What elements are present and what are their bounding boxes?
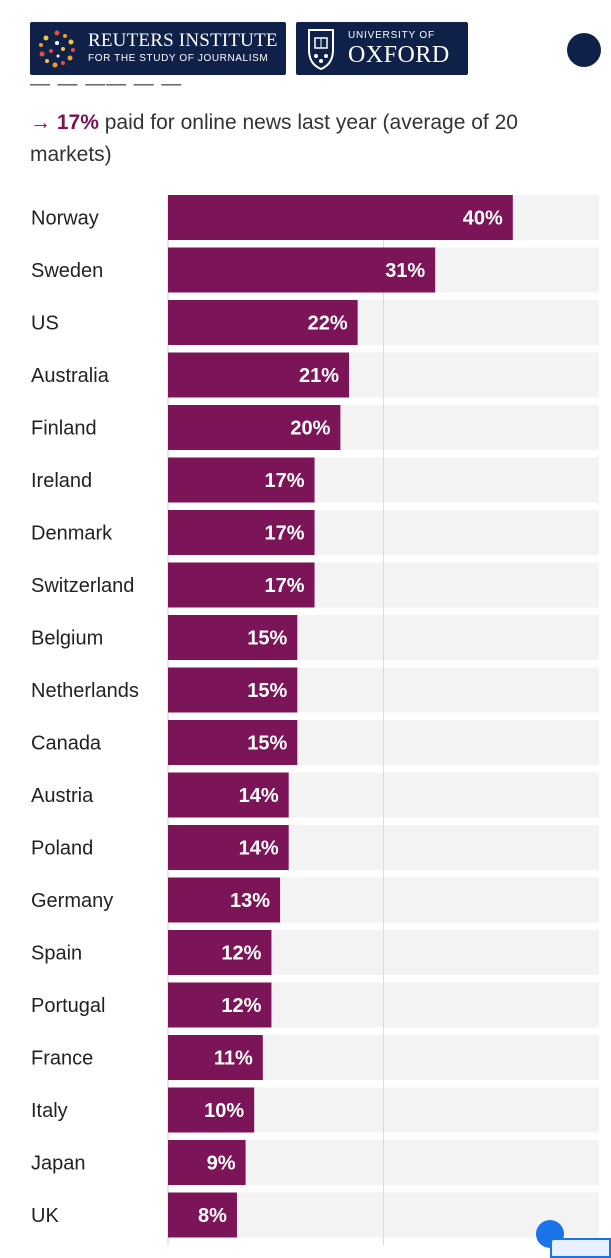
site-header: REUTERS INSTITUTE FOR THE STUDY OF JOURN… bbox=[0, 0, 611, 85]
category-label: Portugal bbox=[31, 995, 106, 1017]
scroll-widget[interactable] bbox=[550, 1238, 611, 1258]
value-label: 15% bbox=[247, 680, 287, 702]
bar bbox=[168, 510, 315, 555]
oxford-logo[interactable]: UNIVERSITY OF OXFORD bbox=[296, 22, 468, 75]
oxford-line2: OXFORD bbox=[348, 42, 450, 68]
category-label: US bbox=[31, 313, 59, 335]
bar bbox=[168, 1035, 263, 1080]
bar bbox=[168, 982, 272, 1028]
value-label: 12% bbox=[221, 995, 261, 1017]
category-label: France bbox=[31, 1048, 93, 1070]
reuters-dots-icon bbox=[39, 30, 75, 68]
category-label: Japan bbox=[31, 1153, 86, 1175]
bar bbox=[168, 772, 289, 818]
bar bbox=[168, 930, 272, 975]
category-label: Poland bbox=[31, 838, 93, 860]
category-label: Spain bbox=[31, 943, 82, 965]
bar-chart-svg: Norway 40% Sweden 31% US 22% Australia 21% Finla… bbox=[31, 195, 599, 1245]
bar bbox=[168, 615, 298, 660]
value-label: 14% bbox=[239, 785, 279, 807]
category-label: Belgium bbox=[31, 628, 103, 650]
value-label: 17% bbox=[265, 523, 305, 545]
arrow-icon: → bbox=[30, 111, 51, 134]
value-label: 31% bbox=[385, 260, 425, 282]
value-label: 13% bbox=[230, 890, 270, 912]
category-label: Switzerland bbox=[31, 575, 134, 597]
category-label: Sweden bbox=[31, 260, 103, 282]
bar bbox=[168, 562, 315, 608]
summary-percent: 17% bbox=[56, 111, 99, 134]
value-label: 20% bbox=[290, 418, 330, 440]
cropped-heading: — — —— — — bbox=[30, 82, 230, 100]
bar bbox=[168, 1192, 237, 1238]
value-label: 9% bbox=[207, 1153, 236, 1175]
category-label: Italy bbox=[31, 1100, 68, 1122]
bar bbox=[168, 405, 341, 450]
bar bbox=[168, 877, 281, 923]
value-label: 15% bbox=[247, 733, 287, 755]
summary-line: → 17% paid for online news last year (av… bbox=[30, 107, 590, 171]
bar bbox=[168, 195, 513, 240]
bar bbox=[168, 825, 289, 870]
cropped-heading-text: — — —— — — bbox=[30, 82, 183, 95]
value-label: 12% bbox=[221, 943, 261, 965]
bar bbox=[168, 457, 315, 503]
category-label: Canada bbox=[31, 733, 102, 755]
value-label: 21% bbox=[299, 365, 339, 387]
oxford-line1: UNIVERSITY OF bbox=[348, 30, 435, 41]
reuters-subtitle: FOR THE STUDY OF JOURNALISM bbox=[88, 53, 269, 64]
value-label: 17% bbox=[265, 575, 305, 597]
reuters-title: REUTERS INSTITUTE bbox=[88, 30, 278, 51]
category-label: Finland bbox=[31, 418, 97, 440]
category-label: Australia bbox=[31, 365, 110, 387]
bar bbox=[168, 247, 436, 293]
value-label: 11% bbox=[214, 1048, 253, 1070]
bar bbox=[168, 667, 298, 713]
category-label: Ireland bbox=[31, 470, 92, 492]
bar bbox=[168, 300, 358, 345]
bar bbox=[168, 1087, 255, 1133]
bar-chart: Norway 40% Sweden 31% US 22% Australia 21% Finla… bbox=[0, 190, 611, 1253]
category-label: Denmark bbox=[31, 523, 113, 545]
value-label: 14% bbox=[239, 838, 279, 860]
value-label: 17% bbox=[265, 470, 305, 492]
value-label: 22% bbox=[308, 313, 348, 335]
bar bbox=[168, 1140, 246, 1185]
value-label: 15% bbox=[247, 628, 287, 650]
category-label: UK bbox=[31, 1205, 59, 1227]
bar bbox=[168, 352, 350, 398]
menu-dot-icon[interactable] bbox=[567, 33, 601, 67]
reuters-institute-logo[interactable]: REUTERS INSTITUTE FOR THE STUDY OF JOURN… bbox=[30, 22, 286, 75]
oxford-crest-icon bbox=[308, 29, 334, 71]
category-label: Austria bbox=[31, 785, 94, 807]
category-label: Norway bbox=[31, 208, 99, 230]
summary-text: paid for online news last year (average … bbox=[30, 111, 518, 166]
value-label: 8% bbox=[198, 1205, 227, 1227]
value-label: 40% bbox=[463, 208, 503, 230]
value-label: 10% bbox=[204, 1100, 244, 1122]
bar bbox=[168, 720, 298, 765]
category-label: Germany bbox=[31, 890, 113, 912]
category-label: Netherlands bbox=[31, 680, 139, 702]
